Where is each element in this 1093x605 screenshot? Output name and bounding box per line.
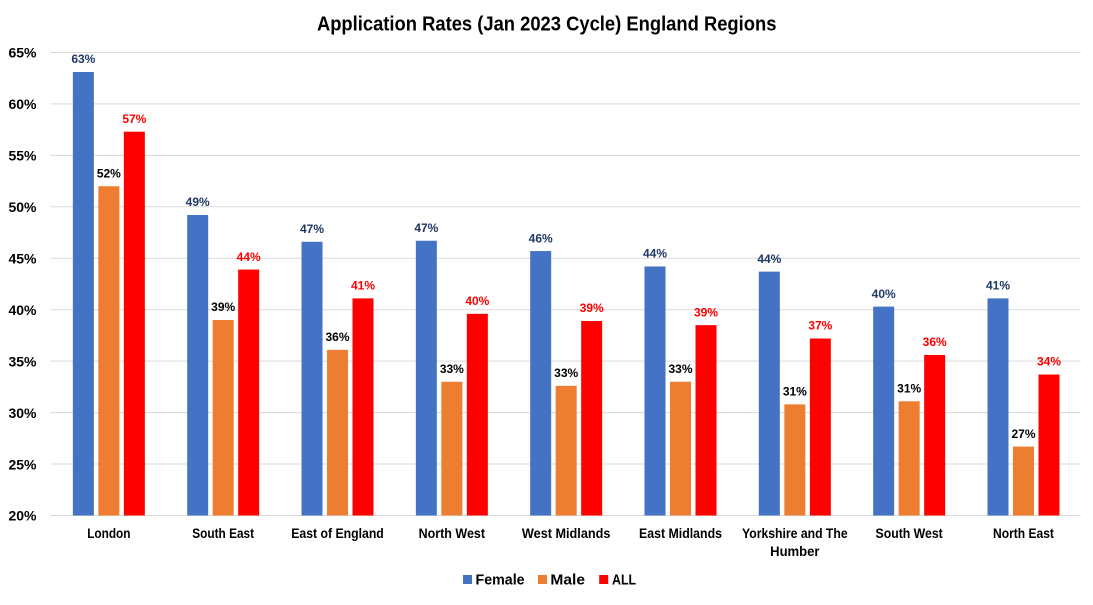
svg-text:37%: 37% bbox=[808, 319, 832, 333]
svg-text:Yorkshire and The: Yorkshire and The bbox=[742, 525, 848, 541]
svg-text:London: London bbox=[87, 525, 130, 541]
svg-text:Male: Male bbox=[550, 571, 585, 588]
svg-text:East Midlands: East Midlands bbox=[639, 525, 722, 541]
svg-text:40%: 40% bbox=[872, 287, 896, 301]
svg-text:40%: 40% bbox=[465, 294, 489, 308]
svg-text:45%: 45% bbox=[8, 250, 37, 266]
svg-text:33%: 33% bbox=[554, 366, 578, 380]
svg-text:Humber: Humber bbox=[770, 543, 820, 559]
svg-text:46%: 46% bbox=[529, 231, 553, 245]
svg-text:30%: 30% bbox=[8, 405, 37, 421]
svg-text:South East: South East bbox=[192, 525, 254, 541]
svg-text:55%: 55% bbox=[8, 148, 37, 164]
svg-text:North East: North East bbox=[993, 525, 1054, 541]
svg-text:52%: 52% bbox=[97, 166, 121, 180]
svg-text:44%: 44% bbox=[643, 247, 667, 261]
svg-text:Application Rates (Jan 2023 Cy: Application Rates (Jan 2023 Cycle) Engla… bbox=[317, 14, 777, 36]
svg-text:44%: 44% bbox=[757, 252, 781, 266]
svg-text:35%: 35% bbox=[8, 353, 37, 369]
svg-text:36%: 36% bbox=[325, 330, 349, 344]
svg-text:39%: 39% bbox=[694, 305, 718, 319]
svg-text:North West: North West bbox=[419, 525, 486, 541]
svg-text:South West: South West bbox=[876, 525, 943, 541]
svg-text:Female: Female bbox=[476, 571, 525, 588]
svg-text:36%: 36% bbox=[923, 335, 947, 349]
svg-text:West Midlands: West Midlands bbox=[522, 525, 611, 541]
svg-text:47%: 47% bbox=[300, 222, 324, 236]
svg-text:20%: 20% bbox=[8, 508, 37, 524]
svg-text:31%: 31% bbox=[783, 385, 807, 399]
svg-text:39%: 39% bbox=[211, 300, 235, 314]
svg-text:40%: 40% bbox=[8, 302, 37, 318]
svg-text:25%: 25% bbox=[8, 456, 37, 472]
svg-text:33%: 33% bbox=[440, 362, 464, 376]
svg-text:27%: 27% bbox=[1011, 427, 1035, 441]
svg-text:ALL: ALL bbox=[612, 571, 636, 588]
svg-text:39%: 39% bbox=[580, 301, 604, 315]
svg-text:East of England: East of England bbox=[291, 525, 384, 541]
svg-text:57%: 57% bbox=[122, 112, 146, 126]
svg-text:41%: 41% bbox=[351, 279, 375, 293]
svg-text:63%: 63% bbox=[71, 52, 95, 66]
svg-text:34%: 34% bbox=[1037, 355, 1061, 369]
svg-text:49%: 49% bbox=[186, 195, 210, 209]
svg-text:33%: 33% bbox=[668, 362, 692, 376]
svg-text:50%: 50% bbox=[8, 199, 37, 215]
svg-text:44%: 44% bbox=[237, 250, 261, 264]
svg-text:65%: 65% bbox=[8, 45, 37, 61]
svg-text:31%: 31% bbox=[897, 381, 921, 395]
svg-text:60%: 60% bbox=[8, 96, 37, 112]
svg-text:47%: 47% bbox=[414, 221, 438, 235]
svg-text:41%: 41% bbox=[986, 279, 1010, 293]
